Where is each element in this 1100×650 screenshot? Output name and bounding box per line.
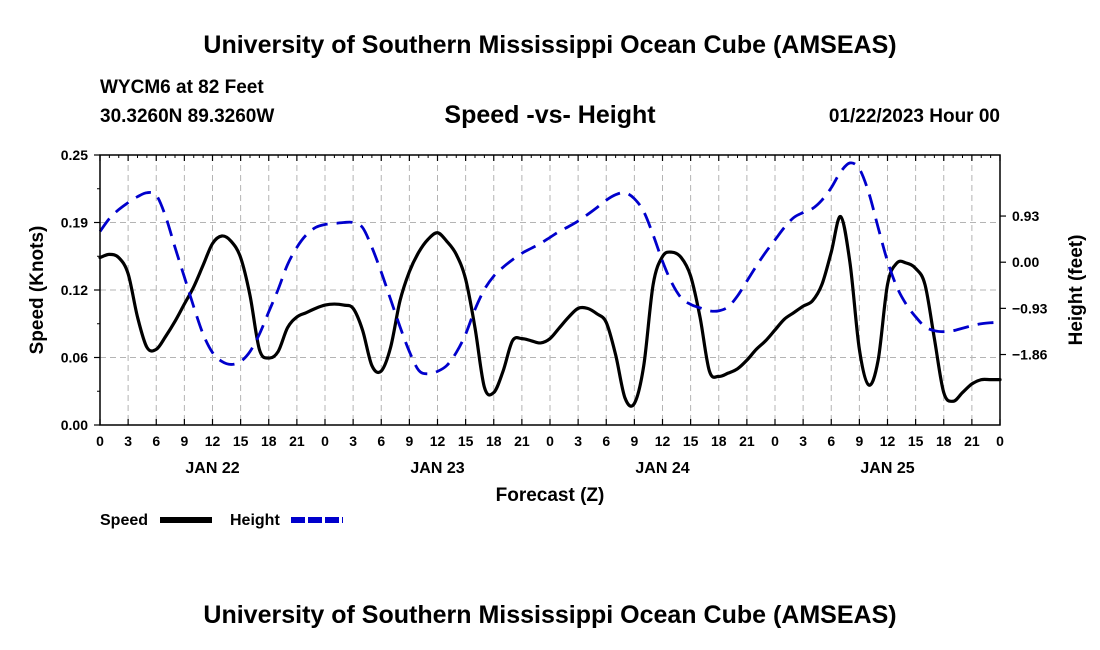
x-tick-label: 0 xyxy=(546,433,554,449)
x-day-label: JAN 25 xyxy=(860,460,914,477)
x-day-label: JAN 24 xyxy=(635,460,689,477)
series-layer xyxy=(98,161,1002,408)
x-tick-label: 12 xyxy=(880,433,896,449)
x-tick-label: 0 xyxy=(321,433,329,449)
footer-title: University of Southern Mississippi Ocean… xyxy=(203,601,897,629)
x-tick-label: 0 xyxy=(771,433,779,449)
y2-tick-label: 0.00 xyxy=(1012,254,1039,270)
x-tick-label: 0 xyxy=(996,433,1004,449)
x-tick-label: 18 xyxy=(711,433,727,449)
x-tick-label: 15 xyxy=(908,433,924,449)
x-day-label: JAN 23 xyxy=(410,460,464,477)
x-tick-label: 12 xyxy=(430,433,446,449)
x-tick-label: 9 xyxy=(855,433,863,449)
y-axis-title: Speed (Knots) xyxy=(27,226,48,355)
y-tick-label: 0.25 xyxy=(61,147,88,163)
y2-tick-label: −1.86 xyxy=(1012,347,1048,363)
x-tick-label: 3 xyxy=(574,433,582,449)
height-series-line xyxy=(98,161,1001,376)
x-tick-label: 21 xyxy=(964,433,980,449)
chart-title: University of Southern Mississippi Ocean… xyxy=(203,31,897,59)
x-day-label: JAN 22 xyxy=(185,460,239,477)
x-tick-label: 0 xyxy=(96,433,104,449)
x-tick-label: 3 xyxy=(799,433,807,449)
x-tick-label: 6 xyxy=(377,433,385,449)
chart-subtitle: Speed -vs- Height xyxy=(444,101,656,129)
x-tick-label: 9 xyxy=(405,433,413,449)
grid xyxy=(100,155,1000,425)
x-tick-label: 6 xyxy=(152,433,160,449)
axes: 0 3 6 9 12 15 18 21 0 3 6 9 12 15 18 21 0 3 6 9 12 15 18 21 0 3 6 9… xyxy=(61,147,1048,477)
x-tick-label: 15 xyxy=(458,433,474,449)
x-axis-title: Forecast (Z) xyxy=(496,485,605,506)
y2-tick-label: −0.93 xyxy=(1012,300,1048,316)
x-tick-label: 21 xyxy=(514,433,530,449)
speed-series-line xyxy=(98,214,1002,408)
x-tick-label: 6 xyxy=(827,433,835,449)
x-tick-label: 9 xyxy=(180,433,188,449)
y2-axis-title: Height (feet) xyxy=(1066,235,1087,346)
station-label: WYCM6 at 82 Feet xyxy=(100,77,264,98)
y-tick-label: 0.12 xyxy=(61,282,88,298)
forecast-date-label: 01/22/2023 Hour 00 xyxy=(828,106,1000,127)
x-tick-label: 12 xyxy=(655,433,671,449)
x-tick-label: 3 xyxy=(124,433,132,449)
x-tick-label: 18 xyxy=(936,433,952,449)
x-tick-label: 15 xyxy=(233,433,249,449)
y-tick-label: 0.06 xyxy=(61,350,88,366)
x-tick-label: 12 xyxy=(205,433,221,449)
legend: Speed Height xyxy=(100,512,343,529)
x-tick-label: 15 xyxy=(683,433,699,449)
x-tick-label: 21 xyxy=(739,433,755,449)
y2-tick-label: 0.93 xyxy=(1012,208,1039,224)
x-tick-label: 3 xyxy=(349,433,357,449)
x-tick-label: 6 xyxy=(602,433,610,449)
legend-label-speed: Speed xyxy=(100,512,148,529)
legend-label-height: Height xyxy=(230,512,280,529)
y-tick-label: 0.19 xyxy=(61,215,88,231)
x-tick-label: 18 xyxy=(486,433,502,449)
y-tick-label: 0.00 xyxy=(61,417,88,433)
coordinates-label: 30.3260N 89.3260W xyxy=(100,106,275,127)
x-tick-label: 21 xyxy=(289,433,305,449)
x-tick-label: 9 xyxy=(630,433,638,449)
x-tick-label: 18 xyxy=(261,433,277,449)
